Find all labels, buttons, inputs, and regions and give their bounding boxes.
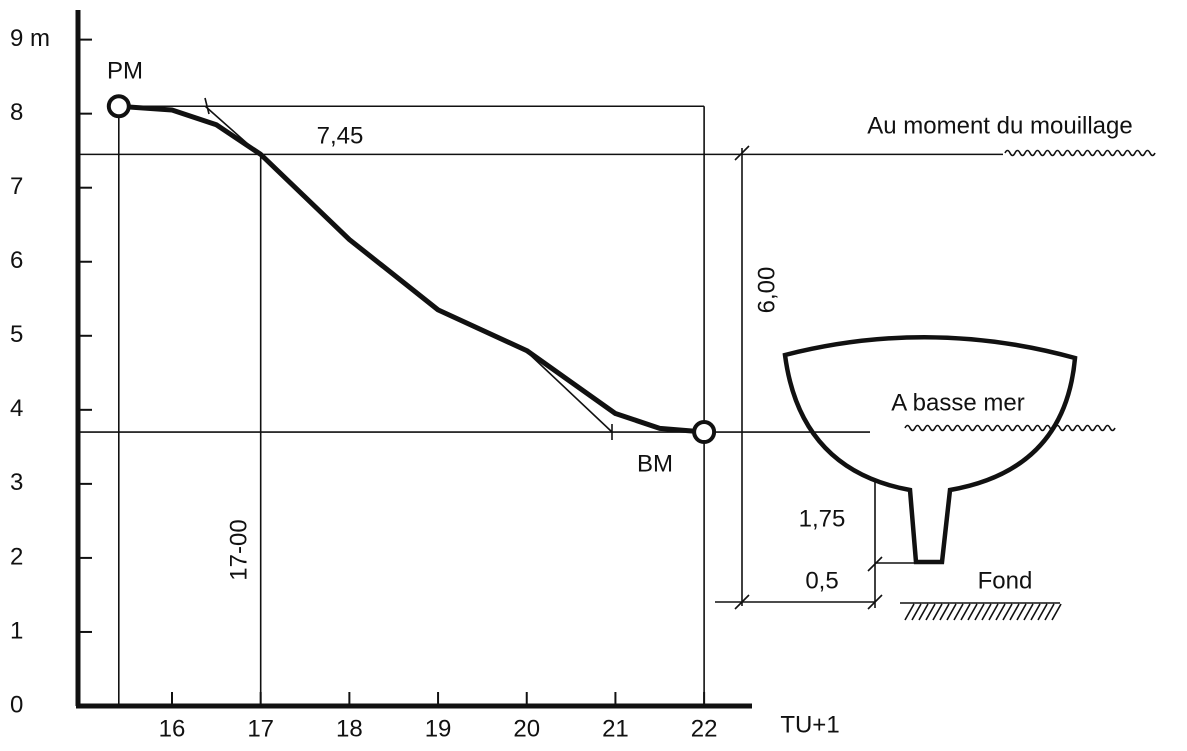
x-tick-label: 17 (247, 715, 274, 742)
y-tick-label: 0 (10, 691, 23, 718)
x-tick-label: 21 (602, 715, 629, 742)
y-tick-label: 6 (10, 247, 23, 274)
x-tick-label: 16 (159, 715, 186, 742)
tide-point (694, 422, 714, 442)
tangent (525, 350, 612, 432)
clearance-label: 0,5 (805, 567, 838, 594)
y-tick-label: 4 (10, 395, 23, 422)
x-tick-label: 20 (513, 715, 540, 742)
seabed-hatch (900, 603, 1061, 620)
pm-label: PM (107, 57, 143, 84)
bm-label: BM (637, 450, 673, 477)
x-tick-label: 22 (691, 715, 718, 742)
time-label: 17-00 (225, 519, 252, 580)
y-tick-label: 8 (10, 99, 23, 126)
y-tick-label: 1 (10, 617, 23, 644)
y-tick-label: 5 (10, 321, 23, 348)
y-tick-label: 3 (10, 469, 23, 496)
range-label: 6,00 (753, 267, 780, 314)
water-wave (1005, 151, 1155, 156)
x-tick-label: 19 (425, 715, 452, 742)
low-tide-label: A basse mer (891, 389, 1024, 416)
tide-chart: PM BM 7,45 17-00 6,00 Au moment du mouil… (0, 0, 1187, 751)
tide-point (109, 96, 129, 116)
bottom-label: Fond (978, 567, 1033, 594)
level-label: 7,45 (317, 122, 364, 149)
draft-label: 1,75 (799, 505, 846, 532)
y-tick-label: 2 (10, 543, 23, 570)
y-tick-label: 9 m (10, 25, 50, 52)
x-axis-label: TU+1 (780, 711, 839, 738)
mooring-label: Au moment du mouillage (867, 112, 1132, 139)
x-tick-label: 18 (336, 715, 363, 742)
y-tick-label: 7 (10, 173, 23, 200)
